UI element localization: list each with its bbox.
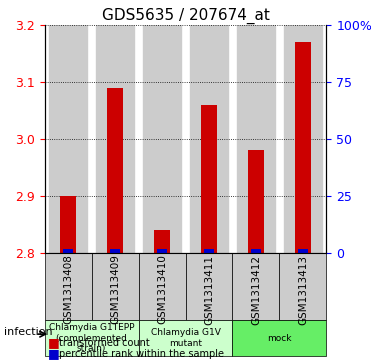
Text: Chlamydia G1TEPP
(complemented
strain): Chlamydia G1TEPP (complemented strain) [49,323,134,353]
Text: ■: ■ [48,337,60,350]
Bar [190,25,228,253]
FancyBboxPatch shape [233,253,279,319]
Text: mock: mock [267,334,292,343]
Bar [49,25,87,253]
Bar [201,105,217,253]
FancyBboxPatch shape [45,319,138,356]
Bar [237,25,275,253]
Bar [204,249,214,253]
Bar [248,150,264,253]
Bar [110,249,120,253]
FancyBboxPatch shape [186,253,233,319]
Text: GSM1313410: GSM1313410 [157,254,167,325]
Text: percentile rank within the sample: percentile rank within the sample [59,349,224,359]
Text: GSM1313411: GSM1313411 [204,254,214,325]
FancyBboxPatch shape [138,319,233,356]
Bar [96,25,134,253]
Text: Chlamydia G1V
mutant: Chlamydia G1V mutant [151,329,220,348]
Text: GSM1313412: GSM1313412 [251,254,261,325]
Bar [143,25,181,253]
Text: GSM1313409: GSM1313409 [110,254,120,325]
Bar [295,42,311,253]
Bar [154,230,170,253]
FancyBboxPatch shape [233,319,326,356]
Text: ■: ■ [48,347,60,360]
Text: transformed count: transformed count [59,338,150,348]
Bar [284,25,322,253]
FancyBboxPatch shape [92,253,138,319]
Bar [251,249,261,253]
Text: infection: infection [4,327,52,337]
Bar [107,88,123,253]
Title: GDS5635 / 207674_at: GDS5635 / 207674_at [102,8,269,24]
Bar [298,249,308,253]
FancyBboxPatch shape [45,253,92,319]
FancyBboxPatch shape [138,253,186,319]
Bar [60,196,76,253]
Text: GSM1313413: GSM1313413 [298,254,308,325]
Bar [63,249,73,253]
Text: GSM1313408: GSM1313408 [63,254,73,325]
FancyBboxPatch shape [279,253,326,319]
Bar [157,249,167,253]
